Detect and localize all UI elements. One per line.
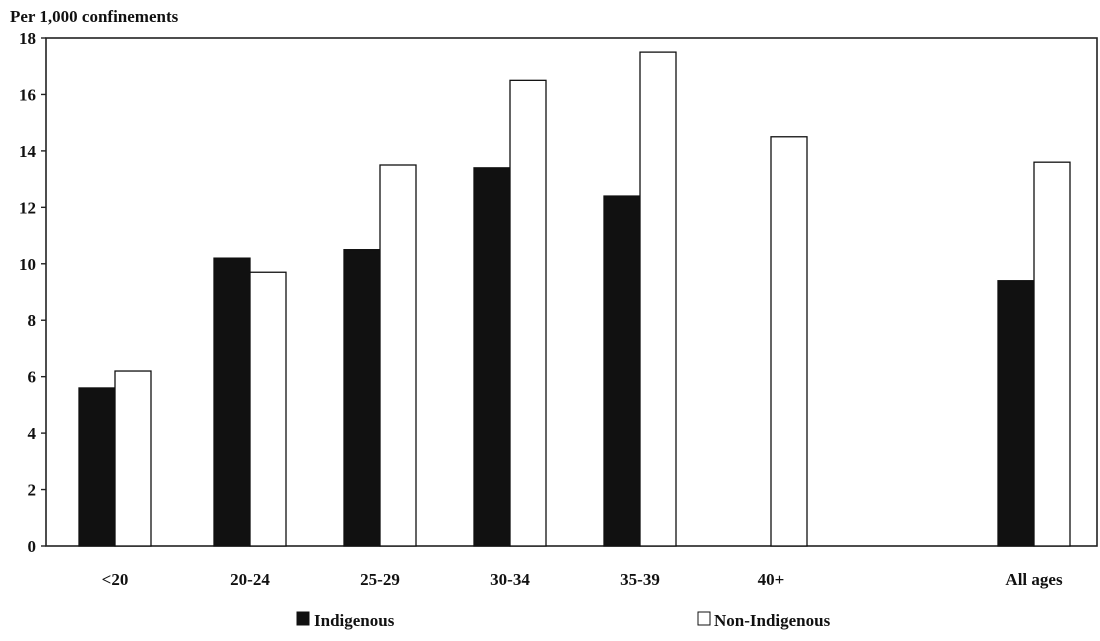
legend-swatch-non-indigenous xyxy=(697,611,711,626)
bar-indigenous-20 xyxy=(78,387,116,547)
y-tick-label: 8 xyxy=(28,311,37,330)
y-tick-label: 4 xyxy=(28,424,37,443)
bar-non-indigenous-35-39 xyxy=(639,51,677,547)
x-tick-label-20-24: 20-24 xyxy=(230,570,270,589)
bar-indigenous-25-29 xyxy=(343,249,381,547)
y-tick-label: 0 xyxy=(28,537,37,556)
bar-non-indigenous-30-34 xyxy=(509,79,547,547)
y-tick-label: 2 xyxy=(28,481,37,500)
plot-frame xyxy=(45,37,1098,547)
y-tick-label: 16 xyxy=(19,85,36,104)
legend-swatch-indigenous xyxy=(296,611,310,626)
legend-label-indigenous: Indigenous xyxy=(314,611,395,630)
x-tick-label-40: 40+ xyxy=(758,570,785,589)
x-tick-label-30-34: 30-34 xyxy=(490,570,530,589)
bar-indigenous-all-ages xyxy=(997,280,1035,547)
bar-non-indigenous-25-29 xyxy=(379,164,417,547)
x-tick-label-25-29: 25-29 xyxy=(360,570,400,589)
bar-non-indigenous-20-24 xyxy=(249,271,287,547)
y-axis: 0 2 4 6 8 10 12 14 16 18 xyxy=(19,29,46,556)
y-axis-title: Per 1,000 confinements xyxy=(10,7,179,26)
bars-group xyxy=(78,51,1071,547)
bar-indigenous-35-39 xyxy=(603,195,641,547)
y-tick-label: 12 xyxy=(19,198,36,217)
bar-indigenous-20-24 xyxy=(213,257,251,547)
x-tick-label-20: <20 xyxy=(102,570,129,589)
x-axis: <20 20-24 25-29 30-34 35-39 40+ All ages xyxy=(102,570,1063,589)
y-tick-label: 6 xyxy=(28,368,37,387)
legend-label-non-indigenous: Non-Indigenous xyxy=(714,611,831,630)
legend: Indigenous Non-Indigenous xyxy=(296,611,831,630)
x-tick-label-all-ages: All ages xyxy=(1005,570,1063,589)
y-tick-label: 14 xyxy=(19,142,37,161)
y-tick-label: 10 xyxy=(19,255,36,274)
x-tick-label-35-39: 35-39 xyxy=(620,570,660,589)
bar-non-indigenous-40 xyxy=(770,136,808,547)
bar-non-indigenous-all-ages xyxy=(1033,161,1071,547)
bar-indigenous-30-34 xyxy=(473,167,511,547)
bar-non-indigenous-20 xyxy=(114,370,152,547)
y-tick-label: 18 xyxy=(19,29,36,48)
